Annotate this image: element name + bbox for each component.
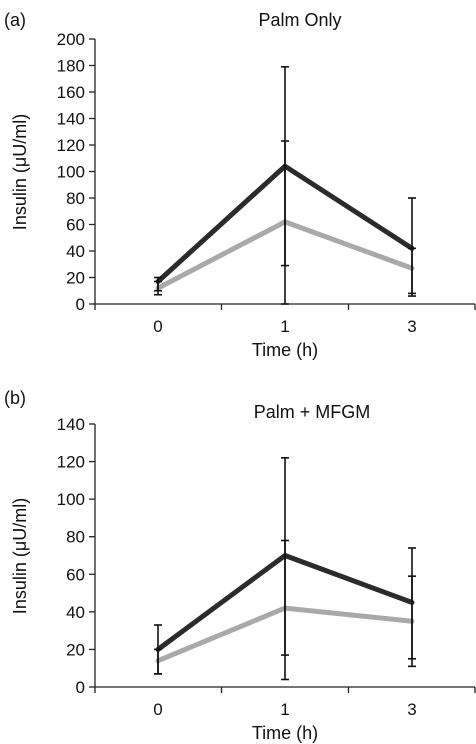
y-tick-label: 60	[66, 565, 85, 584]
y-tick-label: 20	[66, 640, 85, 659]
panel-b-plot-area	[154, 457, 416, 681]
y-tick-label: 120	[57, 453, 85, 472]
panel-b-y-axis-title: Insulin (μU/ml)	[10, 498, 30, 614]
panel-a-x-ticks: 0 1 3	[94, 304, 476, 336]
y-tick-label: 140	[57, 110, 85, 129]
y-tick-label: 80	[66, 189, 85, 208]
y-tick-label: 180	[57, 57, 85, 76]
panel-a-plot-area	[154, 66, 416, 305]
panel-b: (b) Palm + MFGM Insulin (μU/ml) Time (h)…	[4, 388, 476, 743]
panel-a-label: (a)	[4, 10, 26, 30]
panel-a: (a) Palm Only Insulin (μU/ml) Time (h) 0…	[4, 10, 476, 360]
y-tick-label: 120	[57, 136, 85, 155]
panel-b-y-ticks: 0 20 40 60 80 100 120 140	[57, 415, 95, 697]
y-tick-label: 100	[57, 163, 85, 182]
y-tick-label: 40	[66, 603, 85, 622]
panel-b-x-ticks: 0 1 3	[94, 687, 476, 719]
x-tick-label: 1	[280, 700, 289, 719]
y-tick-label: 0	[76, 678, 85, 697]
panel-b-label: (b)	[4, 388, 26, 408]
y-tick-label: 140	[57, 415, 85, 434]
y-tick-label: 200	[57, 30, 85, 49]
y-tick-label: 40	[66, 242, 85, 261]
panel-a-title: Palm Only	[258, 10, 341, 30]
y-tick-label: 20	[66, 269, 85, 288]
panel-b-x-axis-title: Time (h)	[252, 723, 318, 743]
y-tick-label: 160	[57, 83, 85, 102]
panel-a-y-ticks: 0 20 40 60 80 100 120 140 160 180 200	[57, 30, 95, 314]
panel-a-y-axis-title: Insulin (μU/ml)	[10, 114, 30, 230]
y-tick-label: 80	[66, 528, 85, 547]
x-tick-label: 3	[407, 317, 416, 336]
x-tick-label: 0	[153, 317, 162, 336]
y-tick-label: 100	[57, 490, 85, 509]
panel-b-title: Palm + MFGM	[254, 402, 371, 422]
y-tick-label: 60	[66, 216, 85, 235]
x-tick-label: 0	[153, 700, 162, 719]
x-tick-label: 1	[280, 317, 289, 336]
y-tick-label: 0	[76, 295, 85, 314]
x-tick-label: 3	[407, 700, 416, 719]
panel-a-x-axis-title: Time (h)	[252, 340, 318, 360]
